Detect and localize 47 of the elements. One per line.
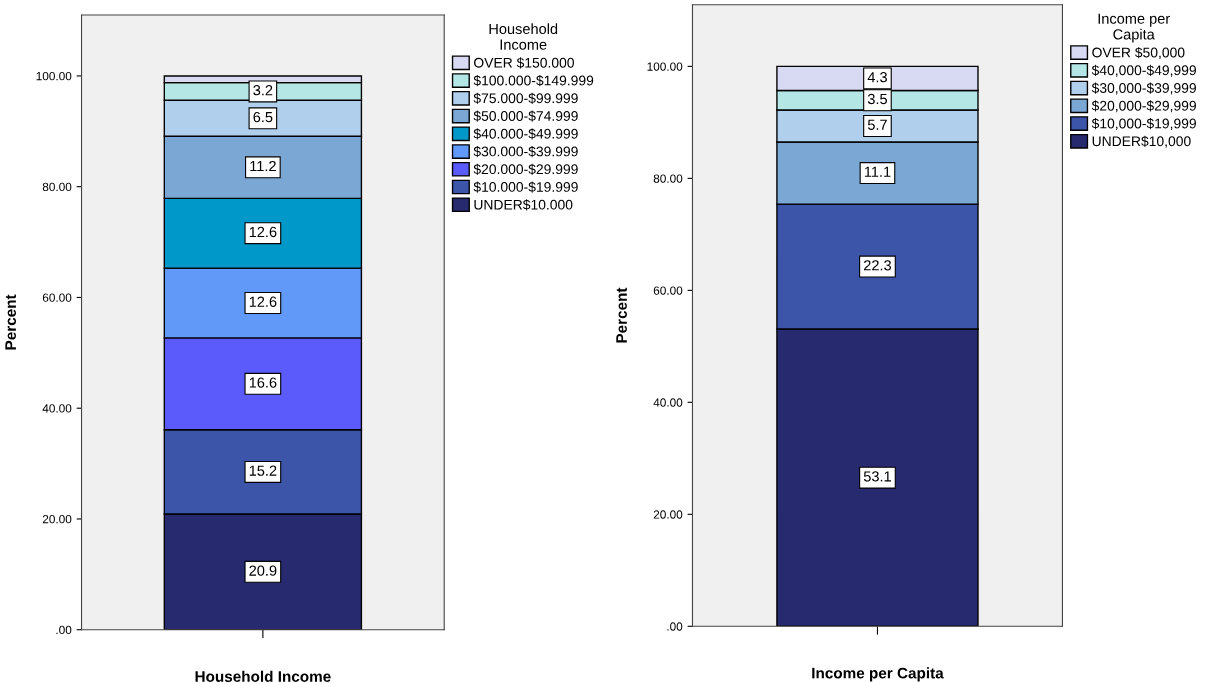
y-tick-label: .00 (56, 625, 72, 635)
data-label: 3.2 (253, 85, 273, 96)
data-label: 20.9 (249, 565, 277, 576)
legend-title: Household Income (489, 23, 558, 50)
y-axis-title: Percent (5, 294, 17, 350)
y-tick-label: 80.00 (42, 182, 72, 192)
legend-label: $20,000-$29,999 (1091, 100, 1196, 113)
x-axis-title: Household Income (195, 670, 331, 682)
y-tick-label: 60.00 (653, 286, 683, 295)
data-label: 11.1 (864, 166, 891, 177)
x-axis-title: Income per Capita (812, 667, 944, 682)
y-axis-title: Percent (616, 287, 627, 343)
legend-label: $50.000-$74.999 (473, 110, 578, 122)
legend-label: UNDER$10,000 (1092, 135, 1191, 148)
legend-label: $30.000-$39.999 (473, 145, 578, 158)
legend-label: $40,000-$49,999 (1091, 64, 1196, 77)
y-tick-label: 100.00 (36, 71, 72, 81)
legend-label: $30,000-$39,999 (1091, 82, 1196, 95)
legend-label: OVER $50,000 (1092, 47, 1185, 60)
data-label: 3.5 (867, 93, 887, 105)
legend-label: $40.000-$49.999 (473, 128, 578, 140)
legend-label: UNDER$10.000 (474, 199, 573, 211)
y-tick-label: 20.00 (42, 515, 72, 524)
y-tick-label: 40.00 (653, 398, 683, 407)
legend-label: OVER $150.000 (474, 57, 574, 69)
data-label: 12.6 (249, 296, 277, 307)
data-label: 5.7 (867, 119, 887, 130)
y-tick-label: 40.00 (42, 404, 72, 413)
legend-label: $10.000-$19.999 (473, 181, 578, 193)
data-label: 4.3 (867, 72, 887, 83)
legend-title: Income per Capita (1098, 13, 1170, 43)
data-label: 53.1 (863, 471, 891, 482)
data-label: 15.2 (249, 465, 277, 476)
y-tick-label: 60.00 (42, 293, 72, 302)
legend-label: $20.000-$29.999 (473, 163, 578, 175)
legend-label: $75.000-$99.999 (473, 92, 578, 104)
legend-label: $10,000-$19,999 (1091, 117, 1196, 131)
data-label: 16.6 (249, 377, 277, 388)
y-tick-label: 20.00 (653, 510, 683, 519)
data-label: 11.2 (250, 160, 276, 172)
y-tick-label: 100.00 (647, 62, 683, 71)
data-label: 22.3 (864, 260, 892, 271)
data-label: 6.5 (253, 111, 273, 123)
legend-label: $100.000-$149.999 (473, 74, 594, 87)
y-tick-label: 80.00 (653, 174, 683, 183)
y-tick-label: .00 (667, 622, 683, 631)
data-label: 12.6 (249, 226, 277, 238)
